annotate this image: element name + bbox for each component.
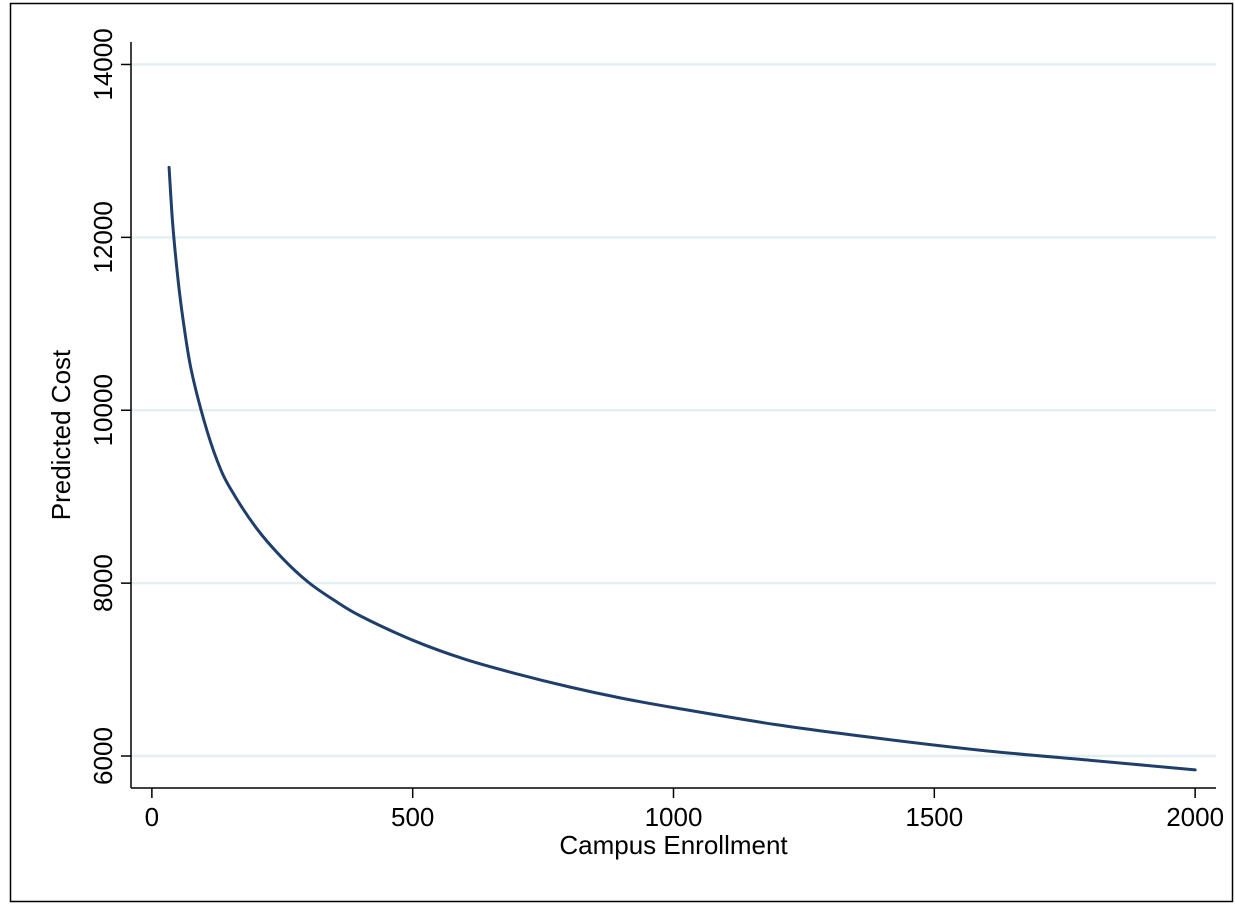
series-line <box>167 165 1197 772</box>
axis-labels: Campus Enrollment Predicted Cost 0 500 100… <box>46 28 1224 860</box>
x-tick-label: 2000 <box>1166 802 1224 832</box>
x-tick-label: 500 <box>391 802 434 832</box>
axes <box>121 42 1216 798</box>
data-series <box>167 165 1197 772</box>
y-tick-label: 14000 <box>88 28 118 100</box>
y-tick-label: 12000 <box>88 201 118 273</box>
x-tick-label: 1500 <box>905 802 963 832</box>
y-tick-label: 10000 <box>88 374 118 446</box>
y-tick-label: 8000 <box>88 554 118 612</box>
y-tick-label: 6000 <box>88 727 118 785</box>
x-tick-label: 0 <box>145 802 159 832</box>
x-tick-label: 1000 <box>645 802 703 832</box>
x-axis-title: Campus Enrollment <box>559 830 788 860</box>
y-axis-title: Predicted Cost <box>46 349 76 520</box>
chart-frame <box>9 2 1234 903</box>
